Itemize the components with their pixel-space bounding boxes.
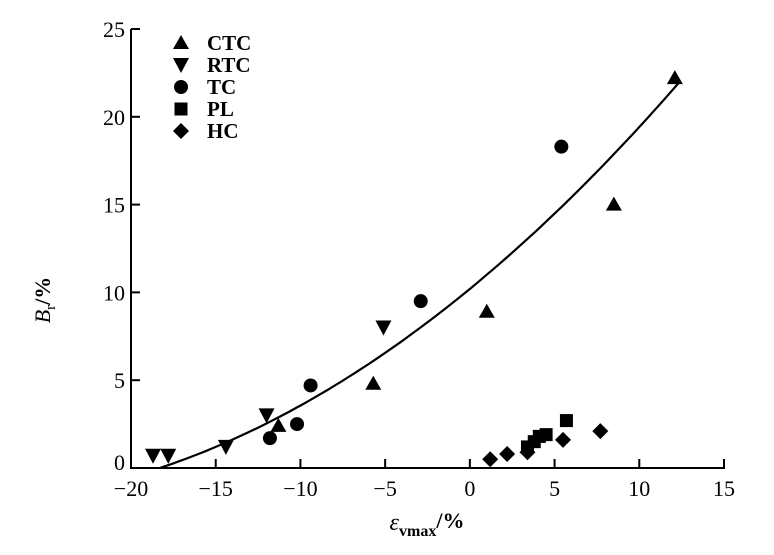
series-rtc <box>145 320 392 464</box>
x-tick-label: 10 <box>628 476 650 501</box>
x-axis-title: εvmax/% <box>390 508 465 540</box>
point-pl <box>539 428 553 442</box>
point-ctc <box>270 417 287 432</box>
y-tick-label: 10 <box>103 280 125 305</box>
point-hc <box>519 444 536 461</box>
point-rtc <box>160 448 177 464</box>
series-ctc <box>270 70 683 432</box>
legend-item-hc: HC <box>173 119 239 143</box>
point-hc <box>482 451 499 468</box>
legend-item-pl: PL <box>174 97 234 121</box>
y-axis-subscript: r <box>43 305 59 310</box>
x-tick-label: 15 <box>713 476 735 501</box>
legend-item-ctc: CTC <box>173 31 251 55</box>
axes: −20 −15 −10 −5 0 5 10 15 0 5 10 15 20 25 <box>103 17 735 501</box>
legend-label: TC <box>207 75 236 99</box>
x-tick-label: −10 <box>283 476 317 501</box>
legend-marker-square-icon <box>174 102 188 116</box>
x-tick-label: 5 <box>549 476 560 501</box>
y-axis-unit: /% <box>30 277 55 306</box>
legend-marker-triangle-up-icon <box>173 35 189 49</box>
point-tc <box>413 294 428 309</box>
legend-item-tc: TC <box>174 75 236 99</box>
fit-curve-group <box>159 82 680 470</box>
y-axis-symbol: B <box>30 310 55 323</box>
y-tick-label: 5 <box>114 368 125 393</box>
data-points <box>145 70 683 468</box>
x-tick-label: 0 <box>464 476 475 501</box>
y-axis-title: Br/% <box>30 277 59 324</box>
point-ctc <box>666 70 683 85</box>
legend-label: PL <box>207 97 234 121</box>
point-hc <box>592 423 609 440</box>
legend-item-rtc: RTC <box>173 53 251 77</box>
legend-marker-circle-icon <box>174 80 188 94</box>
point-tc <box>262 431 277 446</box>
series-tc <box>262 139 569 446</box>
point-pl <box>559 414 573 428</box>
legend-label: HC <box>207 119 239 143</box>
legend-marker-diamond-icon <box>173 123 189 139</box>
y-tick-label: 15 <box>103 193 125 218</box>
y-tick-label: 0 <box>114 450 125 475</box>
point-ctc <box>478 303 495 318</box>
point-rtc <box>217 439 234 455</box>
y-tick-label: 20 <box>103 105 125 130</box>
point-tc <box>303 378 318 393</box>
point-hc <box>555 431 572 448</box>
point-tc <box>290 417 305 432</box>
point-rtc <box>375 320 392 336</box>
legend-marker-triangle-down-icon <box>173 58 189 73</box>
point-ctc <box>605 196 622 211</box>
x-axis-subscript: vmax <box>399 523 436 540</box>
point-rtc <box>258 408 275 424</box>
point-hc <box>499 445 516 462</box>
x-axis-unit: /% <box>435 508 464 533</box>
point-ctc <box>365 375 382 390</box>
x-tick-label: −15 <box>199 476 233 501</box>
legend-label: CTC <box>207 31 251 55</box>
x-axis-symbol: ε <box>390 510 400 536</box>
point-tc <box>554 139 569 154</box>
legend-label: RTC <box>207 53 251 77</box>
point-rtc <box>145 448 162 464</box>
x-tick-label: −5 <box>373 476 396 501</box>
x-tick-label: −20 <box>114 476 148 501</box>
series-hc <box>482 423 609 468</box>
y-tick-label: 25 <box>103 17 125 42</box>
fit-curve <box>159 82 680 470</box>
